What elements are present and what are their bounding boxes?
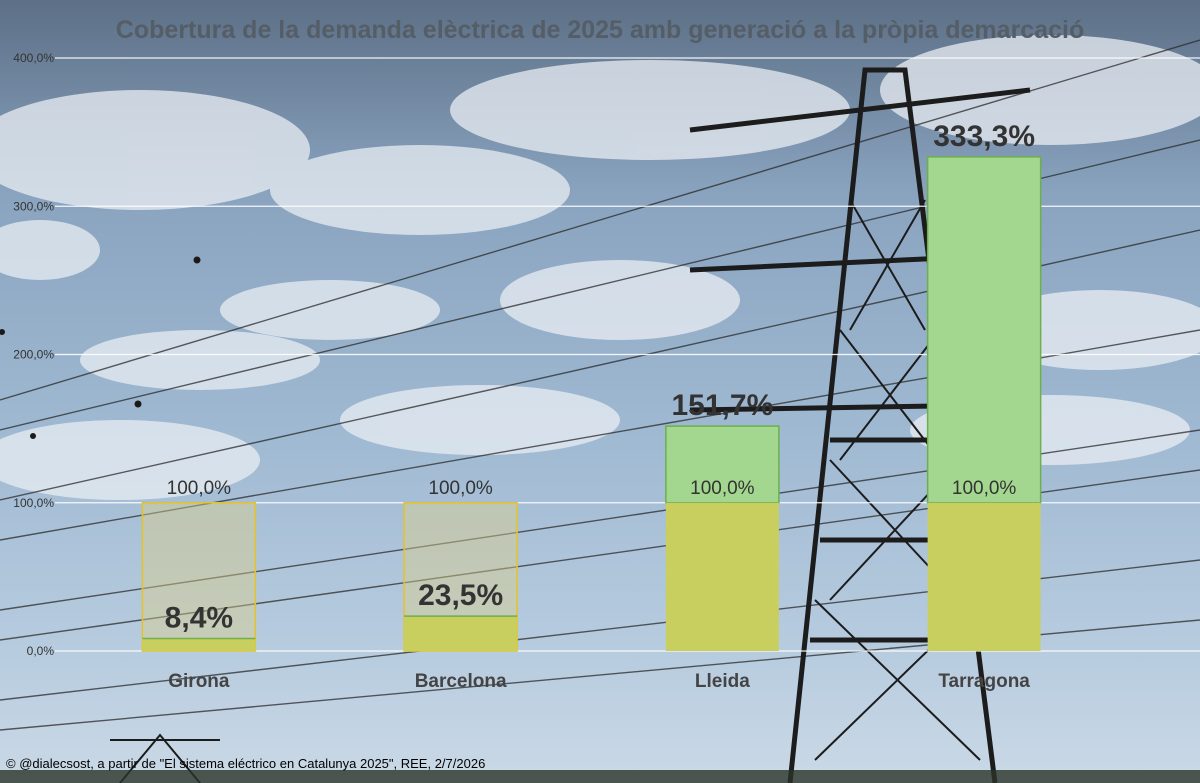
category-label: Barcelona xyxy=(415,671,507,692)
reference-label: 100,0% xyxy=(690,478,755,499)
bar-tarragona xyxy=(927,502,1041,651)
reference-label: 100,0% xyxy=(167,478,232,499)
data-labels: 100,0% 8,4% 100,0% 23,5% 100,0% 151,7% 100,0% 3… xyxy=(165,120,1035,635)
x-axis-categories: Girona Barcelona Lleida Tarragona xyxy=(168,671,1030,692)
y-tick-label: 100,0% xyxy=(13,496,54,510)
category-label: Girona xyxy=(168,671,230,692)
bar-girona xyxy=(142,638,256,651)
bar-barcelona xyxy=(404,616,518,651)
category-label: Lleida xyxy=(695,671,750,692)
reference-label: 100,0% xyxy=(952,478,1017,499)
y-tick-label: 200,0% xyxy=(13,348,54,362)
value-label: 151,7% xyxy=(672,389,774,422)
chart-title: Cobertura de la demanda elèctrica de 202… xyxy=(116,16,1084,44)
y-tick-label: 0,0% xyxy=(27,644,55,658)
value-label: 23,5% xyxy=(418,579,503,612)
y-axis-ticks: 0,0% 100,0% 200,0% 300,0% 400,0% xyxy=(13,51,54,658)
reference-label: 100,0% xyxy=(428,478,493,499)
bar-excess-lleida xyxy=(665,425,780,504)
category-label: Tarragona xyxy=(938,671,1030,692)
y-tick-label: 400,0% xyxy=(13,51,54,65)
y-tick-label: 300,0% xyxy=(13,199,54,213)
source-credit: © @dialecsost, a partir de "El sistema e… xyxy=(6,756,486,771)
bar-excess-tarragona xyxy=(926,156,1042,504)
value-label: 333,3% xyxy=(933,120,1035,153)
value-label: 8,4% xyxy=(165,602,233,635)
bars xyxy=(141,156,1042,652)
bar-lleida xyxy=(665,502,779,651)
